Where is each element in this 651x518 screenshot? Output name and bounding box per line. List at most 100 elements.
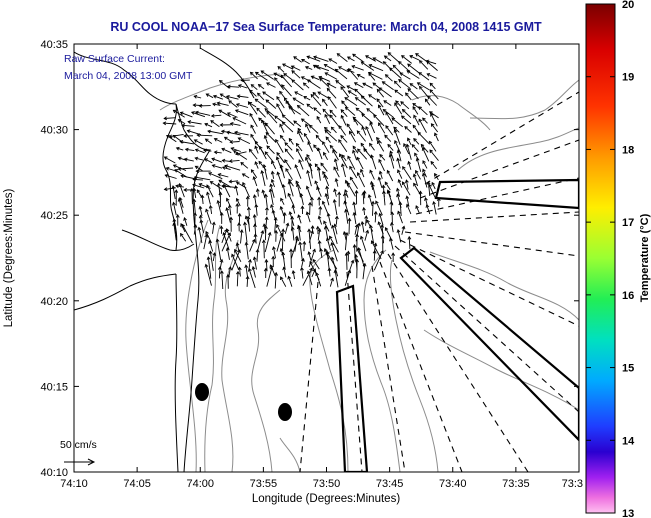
current-vector-head <box>247 101 252 105</box>
current-vector <box>378 87 392 98</box>
current-vector-head <box>415 53 419 57</box>
current-vector-head <box>324 192 329 197</box>
current-vector-head <box>332 149 336 154</box>
current-vector-head <box>367 71 372 76</box>
current-vector-head <box>297 130 301 135</box>
current-vector-head <box>199 219 204 224</box>
current-vector <box>356 172 366 188</box>
current-vector-shaft <box>413 115 420 126</box>
current-vector-head <box>352 149 356 154</box>
current-vector <box>198 205 203 216</box>
current-vector-shaft <box>322 141 330 153</box>
current-vector-head <box>193 94 198 99</box>
current-vector-shaft <box>266 266 273 287</box>
current-vector <box>216 199 222 216</box>
current-vector <box>418 106 428 116</box>
current-vector-head <box>369 180 374 185</box>
current-vector <box>353 82 364 88</box>
current-vector-head <box>276 103 280 107</box>
current-vector-shaft <box>378 159 385 172</box>
current-vector-shaft <box>433 201 437 215</box>
current-vector-shaft <box>296 148 304 162</box>
current-vector <box>232 150 248 160</box>
current-vector <box>325 237 331 251</box>
current-vector <box>194 156 204 161</box>
current-vector-head <box>323 225 328 230</box>
current-vector <box>330 256 339 277</box>
current-vector-head <box>263 134 268 139</box>
current-vector <box>430 112 438 127</box>
current-vector-head <box>205 93 210 97</box>
current-vector <box>396 229 402 243</box>
current-vector-head <box>235 203 240 207</box>
colorbar-tick-label: 13 <box>622 508 634 518</box>
current-vector <box>265 99 277 109</box>
current-vector <box>227 204 232 216</box>
current-vector <box>179 139 194 145</box>
current-vector <box>326 212 332 226</box>
current-vector-shaft <box>276 96 285 109</box>
current-vector <box>194 165 203 172</box>
current-vector <box>299 266 304 279</box>
current-vector-head <box>211 164 216 168</box>
current-vector-head <box>268 188 273 193</box>
current-vector-head <box>428 140 433 145</box>
current-vector-head <box>352 53 356 58</box>
current-vector <box>295 142 303 152</box>
current-vector-shaft <box>299 242 303 261</box>
current-vector-head <box>400 115 405 119</box>
current-vector <box>197 226 203 244</box>
current-vector-head <box>392 64 397 69</box>
current-vector-shaft <box>223 232 230 250</box>
current-vector <box>428 183 436 198</box>
current-vector-shaft <box>371 240 382 260</box>
current-vector <box>252 256 257 270</box>
current-vector-shaft <box>350 177 358 189</box>
current-vector-head <box>234 109 239 113</box>
current-vector-head <box>391 117 396 122</box>
current-vector <box>249 112 258 127</box>
current-vector-head <box>356 73 361 78</box>
current-vector <box>269 183 275 198</box>
current-vector-head <box>365 229 370 234</box>
current-vector-head <box>210 113 215 118</box>
current-vector-head <box>406 70 411 74</box>
current-vector-shaft <box>422 169 427 178</box>
current-vector-shaft <box>297 105 310 117</box>
current-vector-head <box>226 112 231 116</box>
current-vector <box>183 134 194 138</box>
current-vector <box>352 211 357 225</box>
current-vector-shaft <box>405 92 412 101</box>
current-vector-head <box>422 168 426 173</box>
current-vector <box>229 140 240 144</box>
current-vector-head <box>367 194 372 198</box>
current-vector-head <box>223 183 227 188</box>
current-vector-shaft <box>358 247 365 268</box>
current-vector-head <box>276 95 280 100</box>
current-vector-shaft <box>235 109 249 116</box>
current-vector-shaft <box>326 237 331 251</box>
current-vector-head <box>198 103 203 108</box>
current-vector-head <box>247 267 252 272</box>
colorbar-tick-label: 20 <box>622 0 634 11</box>
current-vector-shaft <box>271 160 277 170</box>
current-vector-shaft <box>201 195 204 205</box>
radar-station-marker <box>278 403 292 421</box>
current-vector-shaft <box>327 96 337 109</box>
scale-arrow <box>64 458 96 466</box>
current-vector <box>322 141 330 153</box>
current-vector-shaft <box>346 85 357 92</box>
current-vector <box>218 109 231 118</box>
current-vector <box>371 200 375 216</box>
current-vector <box>396 149 402 162</box>
current-vector-shaft <box>263 164 268 180</box>
current-vector <box>298 241 303 261</box>
current-vector <box>200 194 205 205</box>
current-vector-head <box>397 169 401 174</box>
current-vector-head <box>329 114 333 119</box>
current-vector <box>196 189 203 198</box>
current-vector-shaft <box>307 270 313 286</box>
current-vector-head <box>393 80 398 85</box>
current-vector-head <box>186 129 191 134</box>
current-vector-shaft <box>384 134 392 142</box>
